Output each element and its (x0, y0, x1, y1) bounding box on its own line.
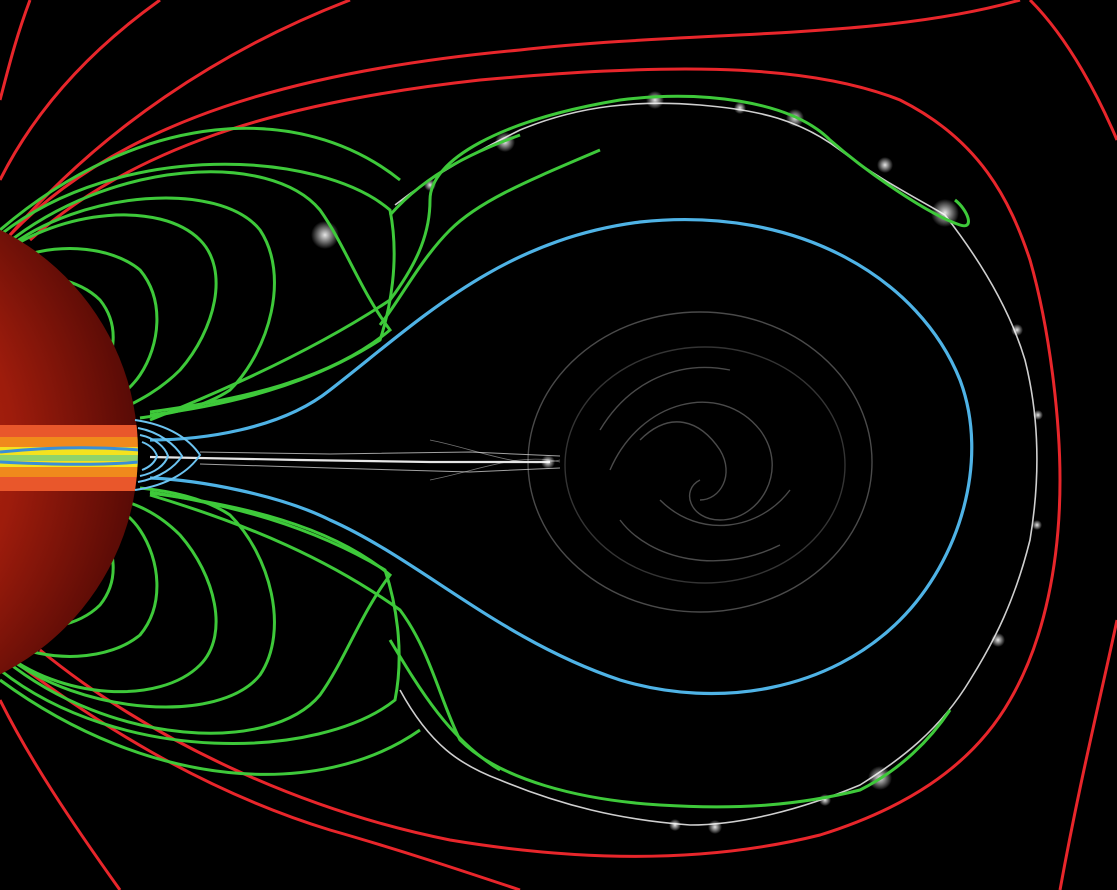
outer-current-sheet (394, 102, 1038, 826)
closed-field-lines-upper (0, 94, 970, 422)
closed-field-lines-lower (0, 486, 952, 809)
inner-closed-loop (149, 217, 974, 696)
current-sheet (149, 439, 561, 481)
bubble-structure (527, 311, 873, 613)
star-disk (0, 229, 138, 675)
equatorial-loops (134, 419, 202, 491)
